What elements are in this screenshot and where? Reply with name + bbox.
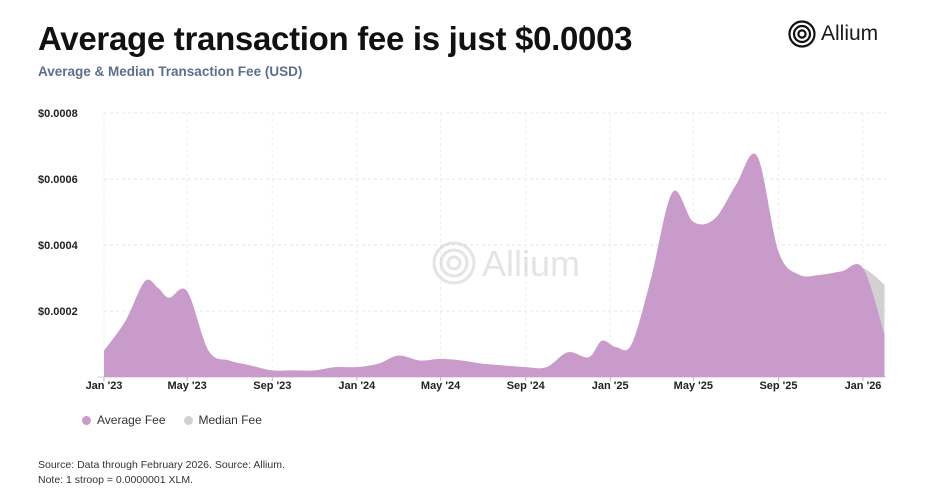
x-tick-label: May '24 — [421, 380, 461, 392]
x-tick-label: Jan '25 — [592, 380, 629, 392]
footer-note: Note: 1 stroop = 0.0000001 XLM. — [38, 474, 193, 486]
y-tick-label: $0.0006 — [38, 174, 78, 186]
legend-swatch-median-fee — [183, 415, 193, 425]
chart-series — [104, 153, 885, 377]
footer-source: Source: Data through February 2026. Sour… — [38, 459, 285, 471]
y-axis-ticks: $0.0008 $0.0006 $0.0004 $0.0002 — [38, 108, 79, 318]
chart-footer: Source: Data through February 2026. Sour… — [38, 458, 285, 488]
legend-item-median-fee[interactable]: Median Fee — [183, 413, 262, 427]
allium-logo-icon — [788, 20, 816, 48]
legend-label-median-fee: Median Fee — [198, 413, 262, 427]
x-tick-label: Sep '23 — [253, 380, 291, 392]
x-tick-label: Jan '24 — [338, 380, 376, 392]
chart-legend: Average Fee Median Fee — [82, 413, 262, 427]
x-tick-label: May '25 — [674, 380, 713, 392]
legend-item-average-fee[interactable]: Average Fee — [82, 413, 166, 427]
area-chart: Allium $0.0008 $0.0006 $0.0004 $0.0002 Jan … — [38, 108, 886, 392]
chart-subtitle: Average & Median Transaction Fee (USD) — [38, 64, 303, 79]
chart-watermark: Allium — [432, 241, 580, 285]
x-tick-label: Jan '23 — [86, 380, 123, 392]
y-tick-label: $0.0004 — [38, 240, 79, 252]
x-axis-ticks: Jan '23 May '23 Sep '23 Jan '24 May '24 Sep '… — [86, 377, 882, 392]
series-area-average-fee — [104, 153, 885, 377]
brand-logo: Allium — [788, 20, 878, 48]
watermark-text: Allium — [482, 243, 580, 284]
legend-swatch-average-fee — [82, 415, 91, 425]
x-tick-label: Sep '24 — [507, 380, 546, 392]
brand-name: Allium — [821, 22, 879, 45]
y-tick-label: $0.0008 — [38, 108, 78, 120]
chart-title: Average transaction fee is just $0.0003 — [38, 20, 633, 57]
x-tick-label: May '23 — [167, 380, 206, 392]
legend-label-average-fee: Average Fee — [97, 413, 166, 427]
y-tick-label: $0.0002 — [38, 306, 78, 318]
x-tick-label: Sep '25 — [759, 380, 797, 392]
x-tick-label: Jan '26 — [845, 380, 882, 392]
